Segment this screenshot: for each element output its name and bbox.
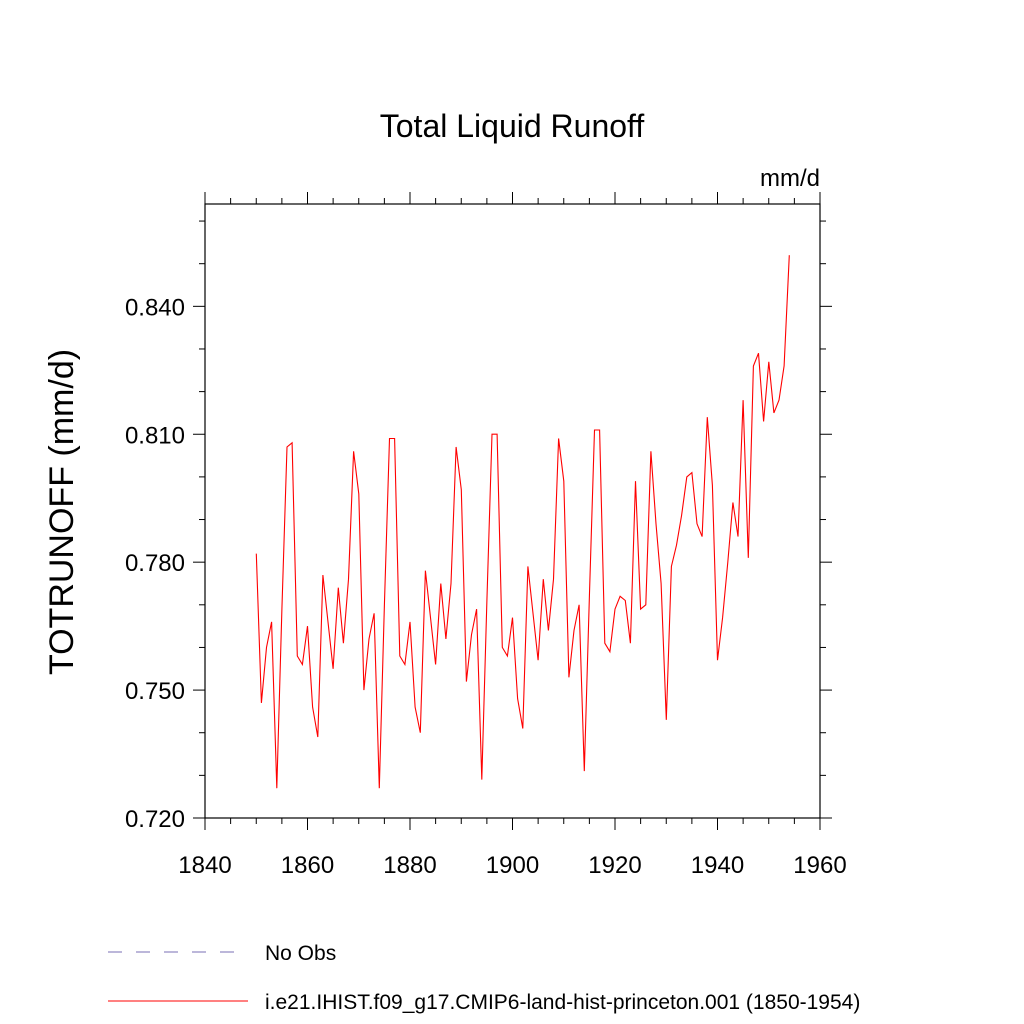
legend-entry-label: i.e21.IHIST.f09_g17.CMIP6-land-hist-prin… bbox=[265, 991, 860, 1014]
x-tick-label: 1880 bbox=[383, 852, 436, 879]
y-tick-label: 0.750 bbox=[125, 678, 185, 705]
series-line-2 bbox=[255, 255, 790, 789]
x-tick-label: 1940 bbox=[691, 852, 744, 879]
units-label: mm/d bbox=[760, 165, 820, 192]
plot-frame bbox=[204, 203, 821, 819]
legend: No Obs i.e21.IHIST.f09_g17.CMIP6-land-his… bbox=[108, 942, 860, 1014]
y-tick-label: 0.840 bbox=[125, 294, 185, 321]
x-tick-label: 1860 bbox=[281, 852, 334, 879]
y-tick-label: 0.720 bbox=[125, 806, 185, 833]
x-tick-label: 1840 bbox=[178, 852, 231, 879]
x-tick-label: 1920 bbox=[588, 852, 641, 879]
legend-entry-label: No Obs bbox=[265, 942, 336, 965]
y-tick-label: 0.810 bbox=[125, 422, 185, 449]
x-tick-label: 1900 bbox=[486, 852, 539, 879]
plot-area: 1840 1860 1880 1900 1920 1940 1960 0.720 0.750 0.… bbox=[125, 192, 847, 879]
chart-title: Total Liquid Runoff bbox=[380, 108, 645, 144]
x-tick-label: 1960 bbox=[793, 852, 846, 879]
y-axis-label: TOTRUNOFF (mm/d) bbox=[43, 349, 81, 675]
y-tick-label: 0.780 bbox=[125, 550, 185, 577]
